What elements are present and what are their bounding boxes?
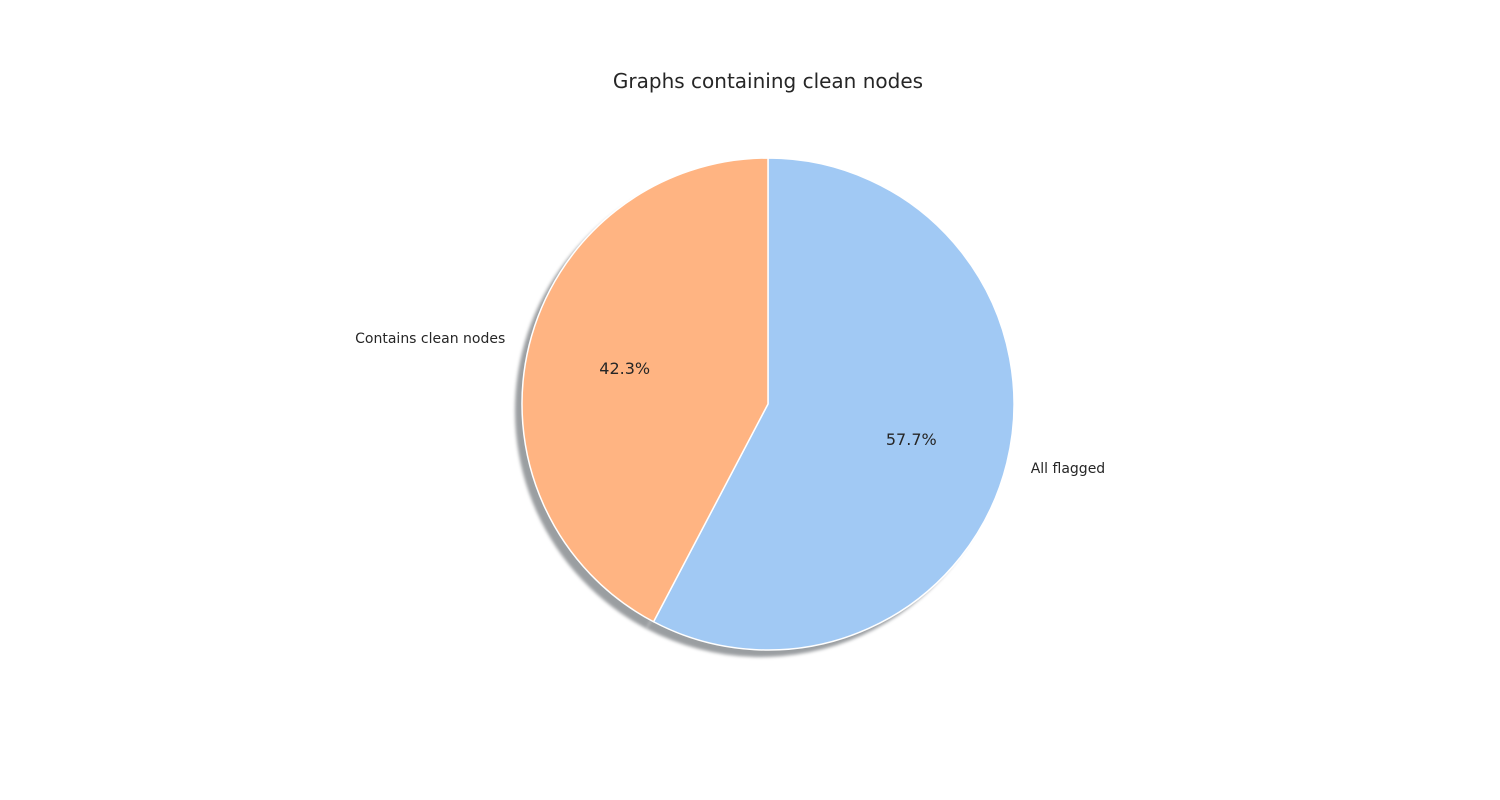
pie-slice-contains-clean-nodes xyxy=(521,157,769,623)
slice-percent-all-flagged: 57.7% xyxy=(886,430,937,449)
chart-title: Graphs containing clean nodes xyxy=(613,69,923,93)
slice-percent-contains-clean-nodes: 42.3% xyxy=(599,359,650,378)
slice-label-all-flagged: All flagged xyxy=(1031,461,1105,477)
pie-slice-all-flagged xyxy=(652,157,1015,651)
pie-labels: All flagged 57.7% Contains clean nodes 42.3… xyxy=(355,331,1105,477)
pie-slices xyxy=(521,157,1015,651)
slice-label-contains-clean-nodes: Contains clean nodes xyxy=(355,331,505,347)
